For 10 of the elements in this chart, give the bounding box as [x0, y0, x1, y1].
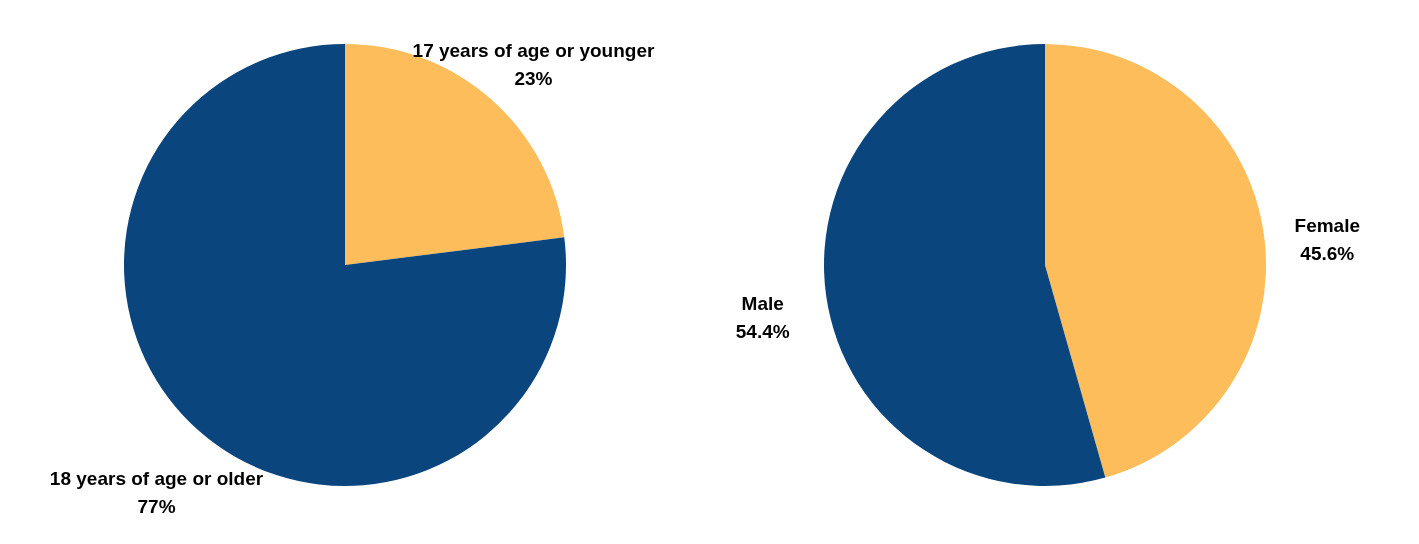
slice-label: 17 years of age or younger — [412, 40, 655, 62]
data-label: 54.4% — [735, 321, 790, 343]
pie-slice — [1045, 44, 1266, 478]
data-label: 45.6% — [1300, 242, 1355, 264]
slice-label: Female — [1294, 214, 1361, 236]
pie-slice — [824, 44, 1106, 486]
data-label: 23% — [514, 68, 553, 90]
slice-label: 18 years of age or older — [49, 467, 264, 489]
data-label: 77% — [137, 495, 176, 517]
slice-label: Male — [741, 293, 784, 315]
